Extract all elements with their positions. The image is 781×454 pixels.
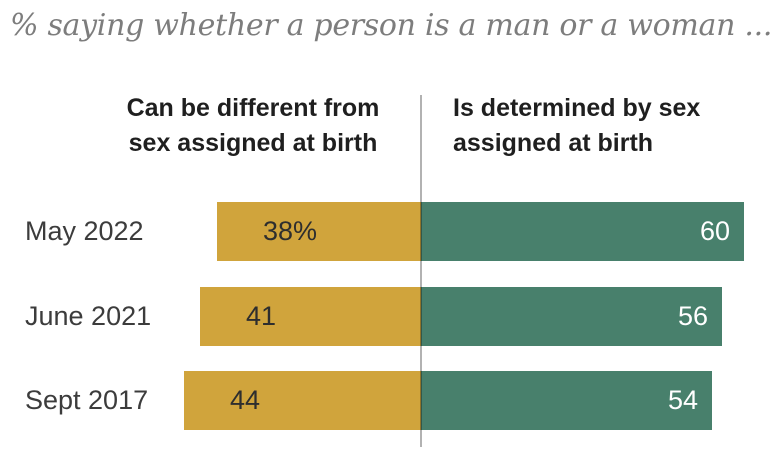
- chart-title: % saying whether a person is a man or a …: [10, 8, 773, 43]
- left-bar: 44: [184, 371, 421, 430]
- column-header-left: Can be different from sex assigned at bi…: [98, 91, 408, 161]
- right-bar-value: 60: [699, 216, 730, 246]
- column-header-right-line1: Is determined by sex: [453, 94, 701, 122]
- left-bar-value: 44: [230, 385, 261, 415]
- column-header-left-line2: sex assigned at birth: [128, 129, 378, 157]
- divider-line: [420, 95, 422, 447]
- right-bar-value: 56: [677, 301, 708, 331]
- right-bar: 54: [421, 371, 712, 430]
- row-label: Sept 2017: [25, 385, 149, 415]
- column-header-right-line2: assigned at birth: [453, 129, 654, 157]
- right-bar-value: 54: [667, 385, 698, 415]
- left-bar-value: 38%: [263, 216, 318, 246]
- right-bar: 56: [421, 287, 722, 346]
- left-bar: 41: [200, 287, 421, 346]
- row-label: May 2022: [25, 216, 144, 246]
- column-header-left-line1: Can be different from: [126, 94, 380, 122]
- chart-row-sept-2017: Sept 2017 44 54: [0, 371, 781, 430]
- right-bar: 60: [421, 202, 744, 261]
- row-label: June 2021: [25, 301, 152, 331]
- chart-row-may-2022: May 2022 38% 60: [0, 202, 781, 261]
- column-header-right: Is determined by sex assigned at birth: [453, 91, 763, 161]
- chart-row-june-2021: June 2021 41 56: [0, 287, 781, 346]
- left-bar: 38%: [217, 202, 421, 261]
- left-bar-value: 41: [246, 301, 277, 331]
